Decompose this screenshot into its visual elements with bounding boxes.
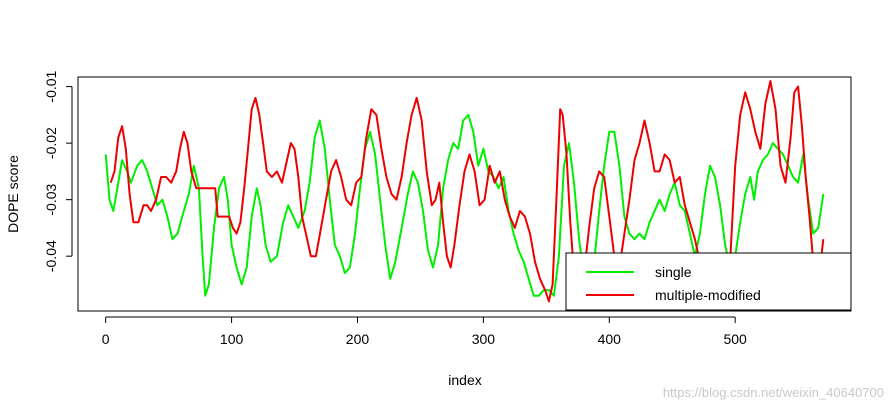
y-tick-label: -0.03 — [43, 183, 59, 215]
watermark: https://blog.csdn.net/weixin_40640700 — [663, 385, 884, 400]
x-tick-label: 400 — [598, 331, 622, 347]
legend-label-multiple-modified: multiple-modified — [655, 287, 761, 303]
x-tick-label: 300 — [472, 331, 496, 347]
legend-label-single: single — [655, 264, 692, 280]
x-axis: 0 100 200 300 400 500 — [102, 316, 747, 347]
y-tick-label: -0.04 — [43, 240, 59, 272]
y-axis: -0.04 -0.03 -0.02 -0.01 — [43, 70, 73, 272]
x-tick-label: 500 — [723, 331, 747, 347]
y-axis-label: DOPE score — [5, 155, 21, 233]
legend: single multiple-modified — [565, 252, 852, 311]
series-line-single — [104, 113, 825, 297]
x-tick-label: 200 — [346, 331, 370, 347]
legend-box — [565, 252, 852, 311]
plot-frame — [77, 76, 852, 312]
x-axis-label: index — [448, 372, 481, 388]
y-tick-label: -0.02 — [43, 127, 59, 159]
x-tick-label: 100 — [220, 331, 244, 347]
x-tick-label: 0 — [102, 331, 110, 347]
y-tick-label: -0.01 — [43, 70, 59, 102]
